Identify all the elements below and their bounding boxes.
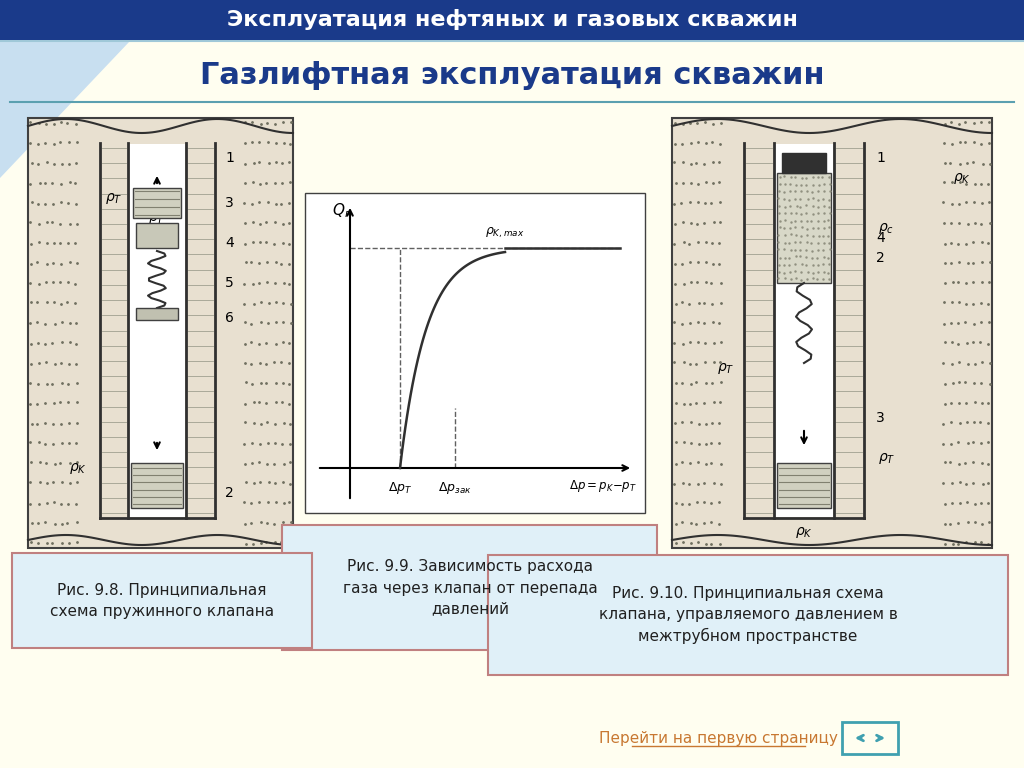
FancyBboxPatch shape [0, 41, 1024, 768]
Text: $\rho_K$: $\rho_K$ [953, 170, 971, 186]
Text: $\rho_c$: $\rho_c$ [878, 220, 894, 236]
Text: $\rho_{K,max}$: $\rho_{K,max}$ [485, 226, 524, 240]
Text: 2: 2 [225, 486, 233, 500]
Text: 2: 2 [876, 251, 885, 265]
FancyBboxPatch shape [131, 463, 183, 508]
FancyBboxPatch shape [129, 144, 185, 517]
FancyBboxPatch shape [777, 463, 831, 508]
Text: Рис. 9.8. Принципиальная
схема пружинного клапана: Рис. 9.8. Принципиальная схема пружинног… [50, 583, 274, 619]
Text: 6: 6 [225, 311, 233, 325]
FancyBboxPatch shape [12, 553, 312, 648]
Text: Рис. 9.10. Принципиальная схема
клапана, управляемого давлением в
межтрубном про: Рис. 9.10. Принципиальная схема клапана,… [599, 586, 897, 644]
FancyBboxPatch shape [777, 173, 831, 283]
FancyBboxPatch shape [28, 118, 293, 548]
FancyBboxPatch shape [488, 555, 1008, 675]
FancyBboxPatch shape [136, 308, 178, 320]
FancyBboxPatch shape [672, 118, 992, 548]
Polygon shape [0, 41, 130, 178]
FancyBboxPatch shape [775, 144, 833, 517]
FancyBboxPatch shape [0, 0, 1024, 40]
FancyBboxPatch shape [305, 193, 645, 513]
Text: 3: 3 [876, 411, 885, 425]
Text: 1: 1 [876, 151, 885, 165]
Text: $\rho_K$: $\rho_K$ [795, 525, 813, 541]
FancyBboxPatch shape [282, 525, 657, 650]
Text: $\rho_K$: $\rho_K$ [69, 461, 87, 475]
FancyBboxPatch shape [782, 153, 826, 173]
Text: $\rho_T$: $\rho_T$ [717, 360, 734, 376]
Text: 3: 3 [225, 196, 233, 210]
Text: Газлифтная эксплуатация скважин: Газлифтная эксплуатация скважин [200, 61, 824, 90]
Text: $\rho_T$: $\rho_T$ [878, 451, 895, 465]
Text: $\Delta p{=}p_K{-}p_T$: $\Delta p{=}p_K{-}p_T$ [569, 478, 637, 494]
Text: $\Delta p_T$: $\Delta p_T$ [388, 480, 413, 496]
Text: 4: 4 [876, 231, 885, 245]
Text: $\rho_T$: $\rho_T$ [105, 190, 123, 206]
Text: Перейти на первую страницу: Перейти на первую страницу [599, 730, 838, 746]
Text: $\rho_T$: $\rho_T$ [148, 210, 166, 226]
FancyBboxPatch shape [133, 188, 181, 218]
Text: 1: 1 [225, 151, 233, 165]
Text: $\Delta p_{зак}$: $\Delta p_{зак}$ [438, 480, 472, 496]
Text: Эксплуатация нефтяных и газовых скважин: Эксплуатация нефтяных и газовых скважин [226, 9, 798, 31]
Text: Рис. 9.9. Зависимость расхода
газа через клапан от перепада
давлений: Рис. 9.9. Зависимость расхода газа через… [343, 560, 597, 617]
Text: 4: 4 [225, 236, 233, 250]
Text: 5: 5 [225, 276, 233, 290]
FancyBboxPatch shape [136, 223, 178, 248]
Text: $Q_г$: $Q_г$ [332, 201, 352, 220]
